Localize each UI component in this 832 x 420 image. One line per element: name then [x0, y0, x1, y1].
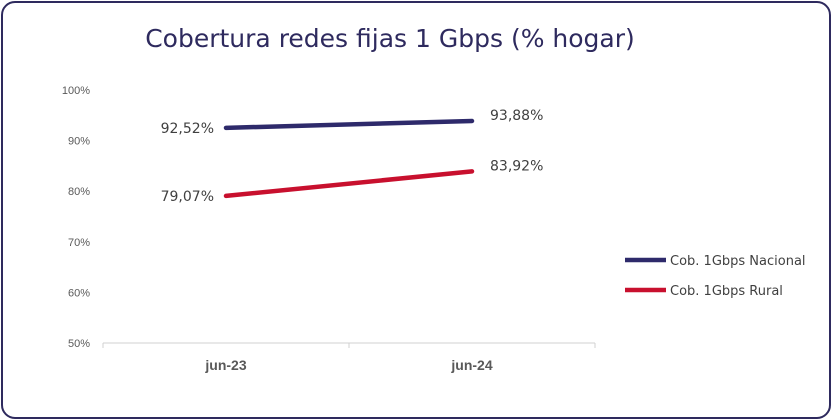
y-tick-label: 80%: [68, 186, 90, 198]
y-tick-label: 100%: [62, 85, 90, 97]
y-tick-label: 70%: [68, 237, 90, 249]
series-layer: [223, 118, 475, 199]
data-label-layer: 92,52% 93,88% 79,07% 83,92%: [161, 108, 544, 205]
series-line-1: [223, 169, 475, 199]
chart-title: Cobertura redes fijas 1 Gbps (% hogar): [145, 24, 635, 53]
data-label: 79,07%: [161, 189, 214, 205]
y-tick-label: 50%: [68, 338, 90, 350]
x-tick-label: jun-23: [204, 357, 246, 373]
data-label: 92,52%: [161, 121, 214, 137]
legend-label: Cob. 1Gbps Rural: [670, 284, 783, 299]
data-label: 83,92%: [490, 158, 543, 174]
data-label: 93,88%: [490, 108, 543, 124]
y-tick-label: 60%: [68, 287, 90, 299]
legend-label: Cob. 1Gbps Nacional: [670, 254, 806, 269]
x-tick-label: jun-24: [450, 357, 492, 373]
axis-layer: 50% 60% 70% 80% 90% 100% jun-23 jun-24: [62, 85, 596, 373]
series-line-0: [223, 118, 475, 131]
legend: Cob. 1Gbps Nacional Cob. 1Gbps Rural: [625, 254, 806, 299]
y-tick-label: 90%: [68, 136, 90, 148]
